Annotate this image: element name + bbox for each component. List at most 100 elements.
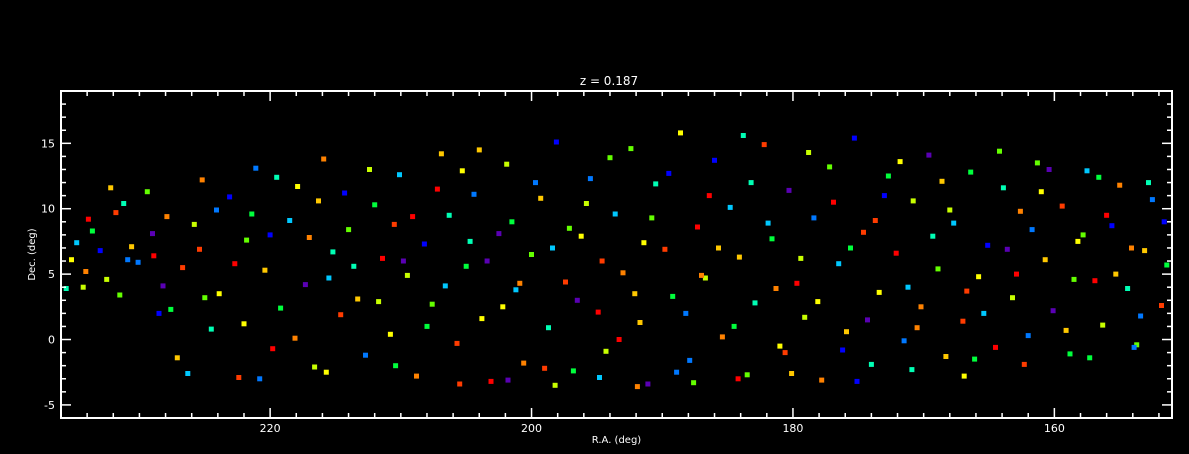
- data-point: [712, 157, 717, 163]
- y-tick-label: -5: [44, 399, 55, 412]
- data-point: [1063, 327, 1069, 333]
- data-point: [227, 194, 233, 200]
- data-point: [278, 305, 284, 311]
- data-point: [236, 375, 242, 380]
- data-point: [674, 369, 680, 375]
- data-point: [150, 231, 155, 237]
- data-point: [583, 201, 589, 206]
- data-point: [574, 297, 580, 303]
- data-point: [292, 335, 298, 341]
- data-point: [599, 258, 605, 264]
- y-tick-label: 10: [41, 203, 55, 216]
- data-point: [960, 318, 966, 324]
- data-point: [935, 266, 941, 272]
- data-point: [683, 310, 689, 316]
- data-point: [612, 211, 618, 217]
- data-point: [616, 337, 622, 342]
- data-point: [563, 279, 568, 285]
- data-point: [678, 130, 683, 136]
- data-point: [270, 346, 276, 352]
- data-point: [815, 299, 821, 305]
- data-point: [876, 289, 882, 295]
- data-point: [446, 212, 452, 218]
- data-point: [529, 252, 534, 257]
- data-point: [1131, 344, 1137, 350]
- y-tick-label: 0: [48, 334, 55, 347]
- x-tick-label: 180: [782, 422, 803, 435]
- data-point: [553, 139, 559, 145]
- data-point: [1117, 182, 1123, 188]
- data-point: [185, 371, 191, 376]
- data-point: [442, 283, 448, 289]
- data-point: [295, 184, 301, 189]
- data-point: [1142, 248, 1148, 254]
- data-point: [1071, 276, 1077, 282]
- data-point: [632, 291, 638, 297]
- data-point: [488, 378, 494, 384]
- data-point: [719, 334, 725, 340]
- data-point: [509, 219, 515, 225]
- data-point: [400, 258, 406, 264]
- data-point: [393, 363, 399, 369]
- data-point: [342, 190, 348, 196]
- x-tick-label: 200: [521, 422, 542, 435]
- data-point: [645, 381, 651, 387]
- x-tick-label: 160: [1044, 422, 1065, 435]
- data-point: [587, 176, 593, 182]
- data-point: [765, 220, 771, 226]
- data-point: [802, 314, 808, 320]
- data-point: [505, 377, 511, 383]
- data-point: [848, 245, 853, 251]
- data-point: [346, 227, 352, 233]
- data-point: [216, 291, 222, 297]
- data-point: [786, 187, 792, 193]
- data-point: [117, 292, 123, 298]
- data-point: [457, 381, 463, 387]
- data-point: [851, 135, 857, 141]
- data-point: [1038, 189, 1044, 195]
- data-point: [909, 367, 915, 373]
- data-point: [1164, 262, 1170, 268]
- data-point: [926, 152, 932, 158]
- data-point: [603, 348, 609, 354]
- data-point: [312, 364, 318, 370]
- data-point: [355, 296, 361, 302]
- data-point: [981, 310, 987, 316]
- data-point: [542, 365, 548, 371]
- data-point: [151, 253, 157, 259]
- data-point: [844, 329, 849, 335]
- data-point: [323, 369, 329, 375]
- data-point: [391, 221, 397, 227]
- data-point: [893, 250, 899, 256]
- data-point: [918, 304, 924, 310]
- data-point: [376, 299, 382, 305]
- data-point: [121, 201, 127, 206]
- data-point: [316, 198, 321, 204]
- data-point: [1029, 227, 1035, 233]
- data-point: [1159, 303, 1164, 308]
- data-point: [397, 172, 402, 178]
- data-point: [168, 306, 174, 312]
- data-point: [174, 355, 180, 361]
- data-point: [744, 372, 750, 378]
- data-point: [1092, 278, 1098, 284]
- data-point: [736, 254, 742, 260]
- y-tick-label: 15: [41, 137, 55, 150]
- data-point: [208, 326, 214, 332]
- data-point: [752, 300, 758, 306]
- data-point: [113, 210, 119, 216]
- data-point: [691, 380, 697, 386]
- axis-ticks: 220 200 180 160 -5 0 5 10 15: [41, 90, 1172, 435]
- data-point: [566, 225, 572, 231]
- y-axis-label: Dec. (deg): [27, 228, 38, 280]
- data-point: [1087, 355, 1093, 361]
- data-point: [761, 142, 767, 148]
- plot-frame: [60, 90, 1173, 419]
- data-point: [699, 272, 704, 278]
- data-point: [951, 220, 957, 226]
- data-point: [504, 161, 510, 167]
- data-point: [253, 165, 259, 171]
- data-point: [653, 181, 659, 187]
- data-point: [901, 338, 907, 344]
- data-point: [1017, 208, 1023, 214]
